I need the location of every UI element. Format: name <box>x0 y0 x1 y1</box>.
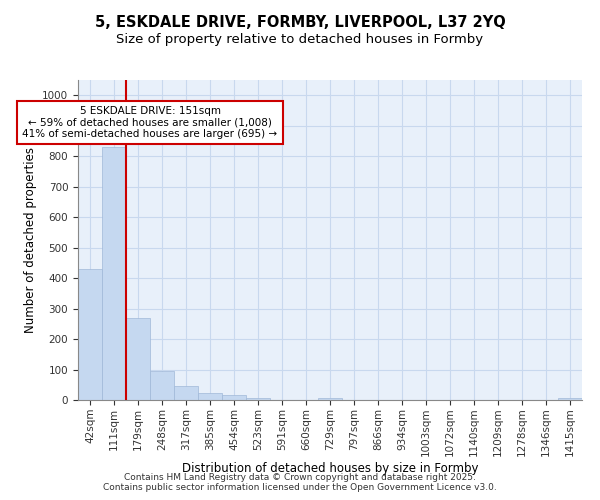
Bar <box>126 318 150 400</box>
Text: 5 ESKDALE DRIVE: 151sqm
← 59% of detached houses are smaller (1,008)
41% of semi: 5 ESKDALE DRIVE: 151sqm ← 59% of detache… <box>22 106 278 139</box>
X-axis label: Distribution of detached houses by size in Formby: Distribution of detached houses by size … <box>182 462 478 475</box>
Bar <box>102 147 126 400</box>
Bar <box>150 371 174 400</box>
Bar <box>78 269 102 400</box>
Bar <box>198 394 222 400</box>
Bar <box>174 386 198 400</box>
Text: 5, ESKDALE DRIVE, FORMBY, LIVERPOOL, L37 2YQ: 5, ESKDALE DRIVE, FORMBY, LIVERPOOL, L37… <box>95 15 505 30</box>
Text: Size of property relative to detached houses in Formby: Size of property relative to detached ho… <box>116 32 484 46</box>
Bar <box>558 398 582 400</box>
Bar <box>222 396 246 400</box>
Bar <box>318 398 342 400</box>
Bar <box>246 398 270 400</box>
Text: Contains HM Land Registry data © Crown copyright and database right 2025.
Contai: Contains HM Land Registry data © Crown c… <box>103 473 497 492</box>
Y-axis label: Number of detached properties: Number of detached properties <box>23 147 37 333</box>
